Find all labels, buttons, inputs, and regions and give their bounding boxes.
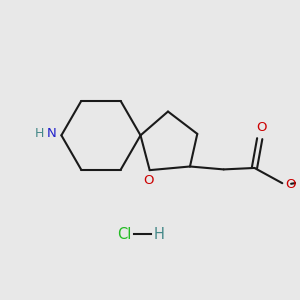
Text: O: O	[143, 174, 154, 187]
Text: Cl: Cl	[117, 227, 132, 242]
Text: H: H	[154, 227, 165, 242]
Text: O: O	[256, 121, 266, 134]
Text: N: N	[46, 128, 56, 140]
Text: O: O	[285, 178, 296, 191]
Text: H: H	[34, 128, 44, 140]
